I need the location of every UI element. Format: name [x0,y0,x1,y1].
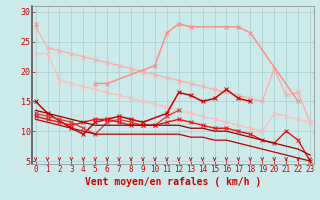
X-axis label: Vent moyen/en rafales ( km/h ): Vent moyen/en rafales ( km/h ) [85,177,261,187]
